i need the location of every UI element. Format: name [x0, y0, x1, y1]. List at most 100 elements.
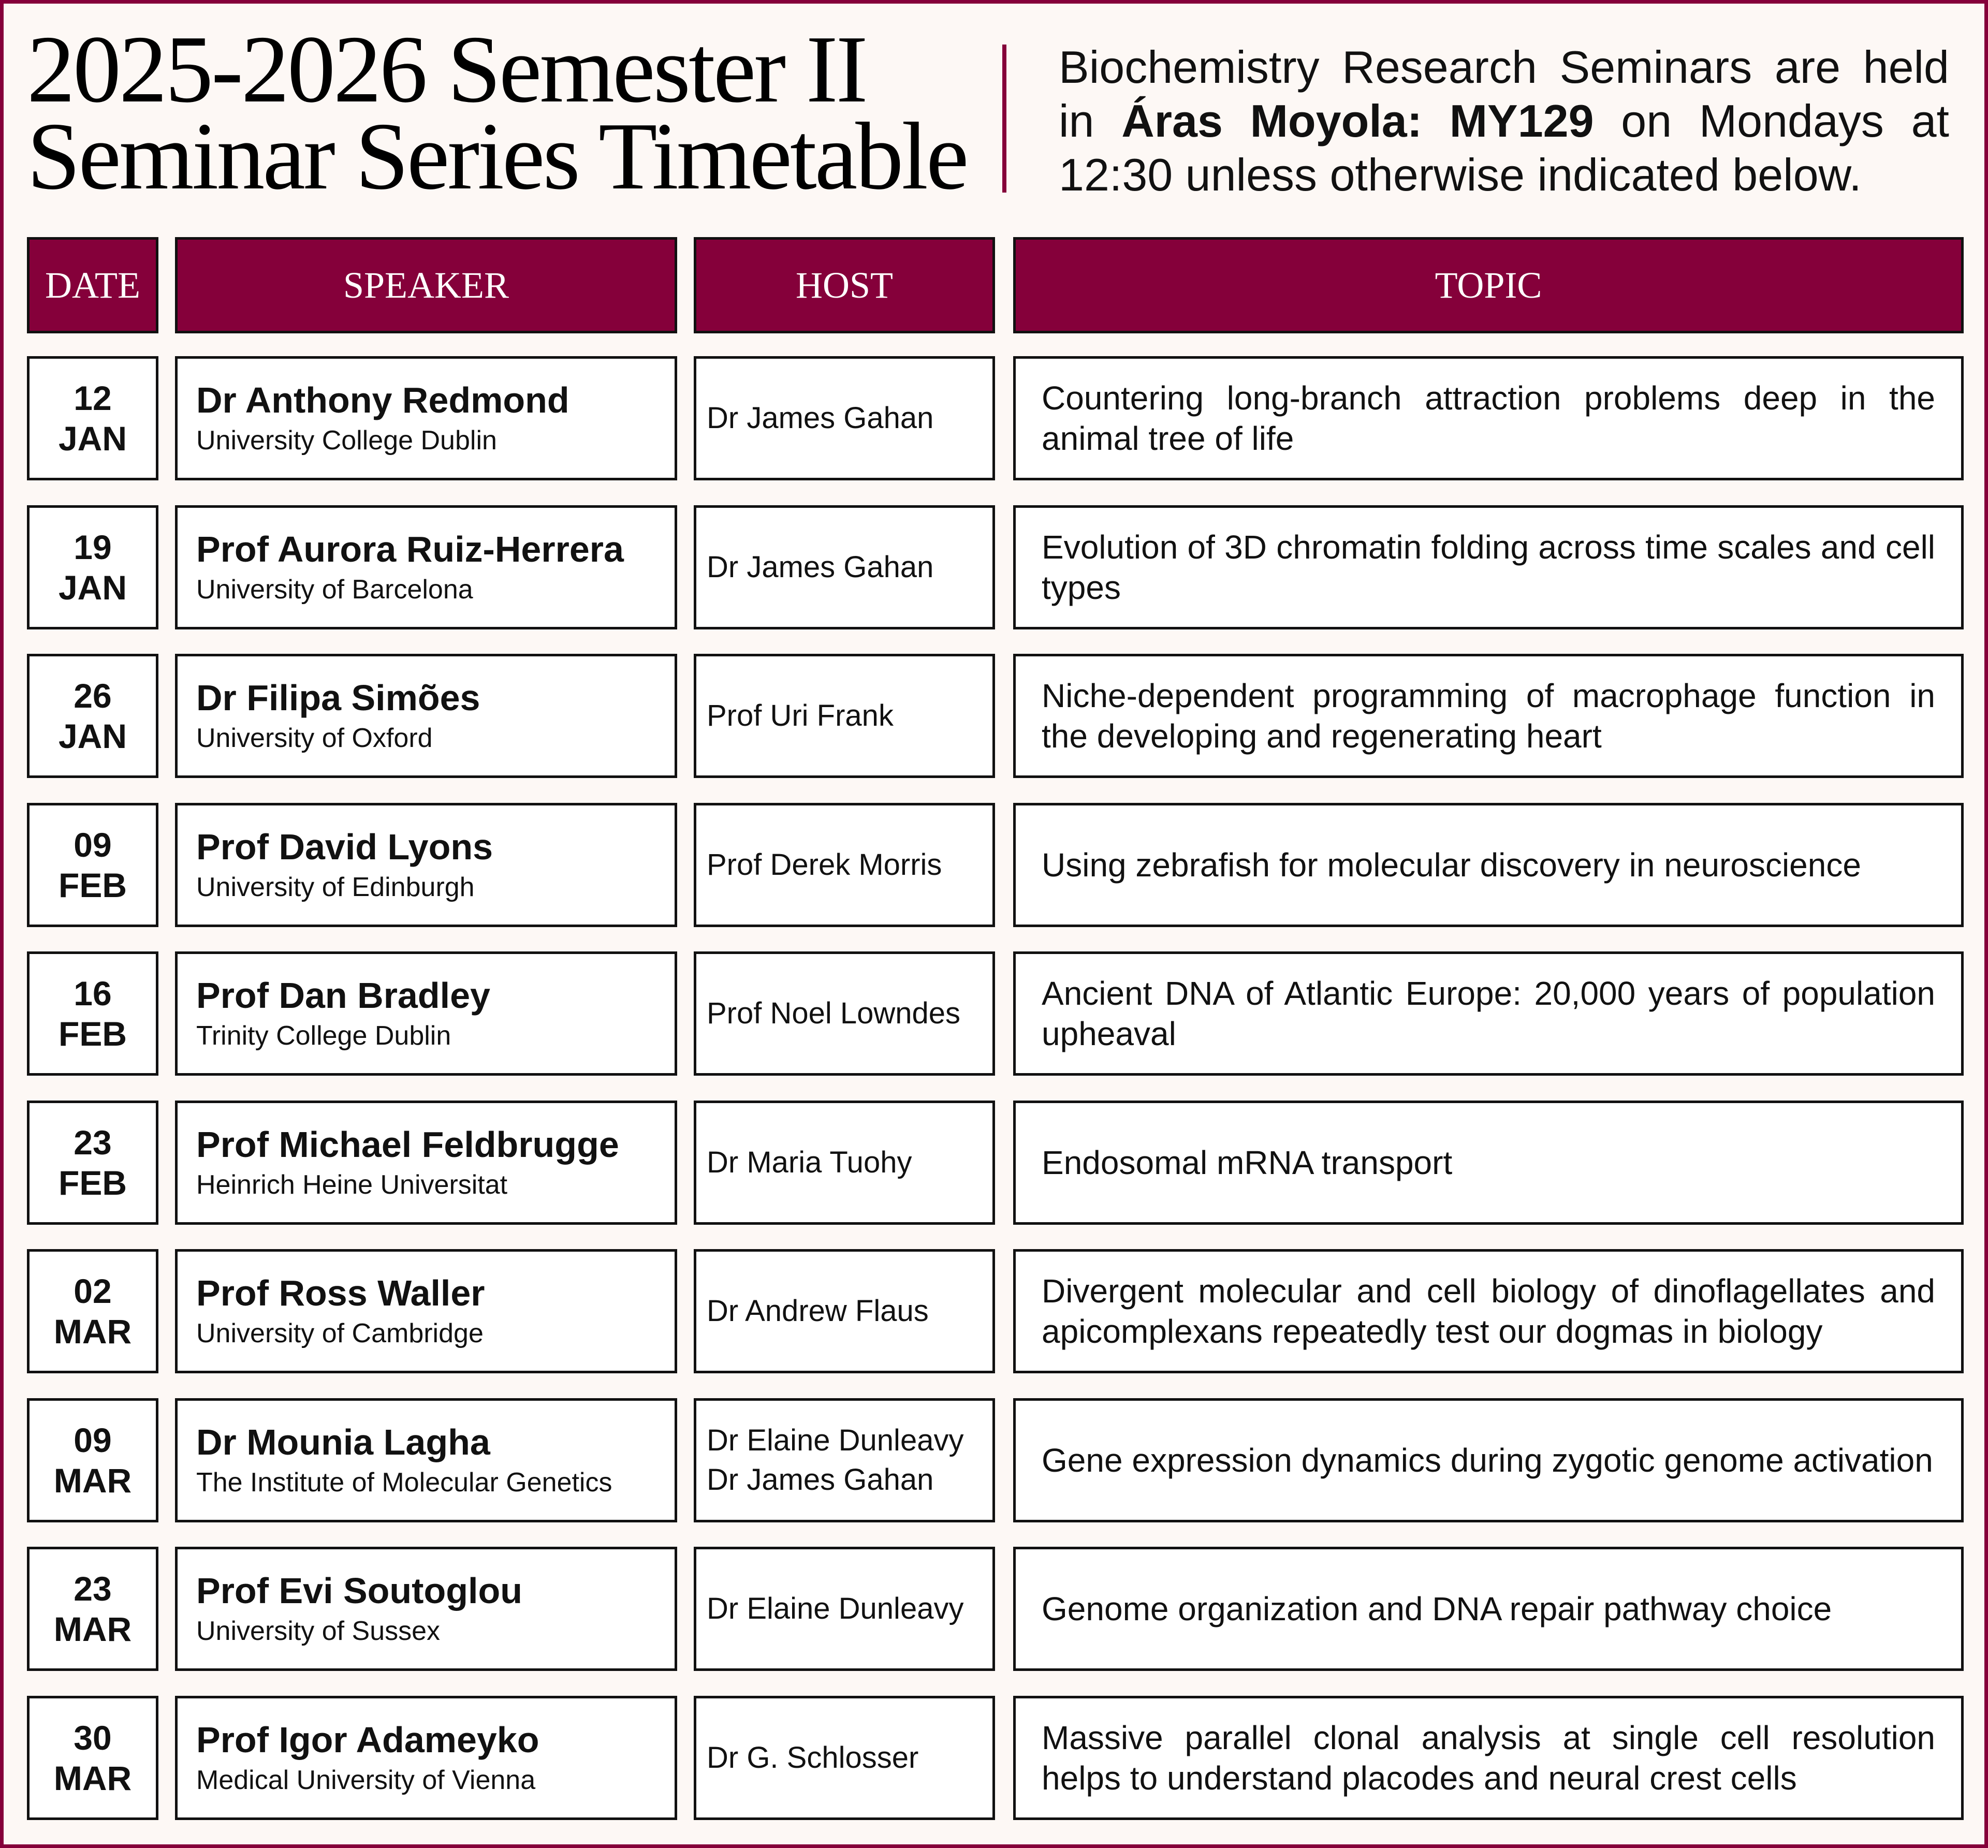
speaker-cell: Prof Aurora Ruiz-Herrera University of B…	[175, 505, 677, 629]
date-month: JAN	[58, 419, 127, 458]
topic-cell: Endosomal mRNA transport	[1013, 1100, 1964, 1225]
host-name: Dr James Gahan	[707, 401, 934, 435]
page-title: 2025-2026 Semester II Seminar Series Tim…	[27, 21, 969, 210]
column-header-host: HOST	[694, 237, 995, 333]
speaker-name: Prof Dan Bradley	[196, 975, 490, 1016]
speaker-name: Prof Evi Soutoglou	[196, 1571, 522, 1611]
topic-cell: Countering long-branch attraction proble…	[1013, 356, 1964, 480]
host-cell: Dr Elaine Dunleavy	[694, 1547, 995, 1671]
host-name: Dr Andrew Flaus	[707, 1294, 929, 1328]
topic-text: Using zebrafish for molecular discovery …	[1042, 846, 1861, 884]
speaker-cell: Prof David Lyons University of Edinburgh	[175, 802, 677, 927]
date-day: 16	[74, 974, 112, 1013]
topic-text: Massive parallel clonal analysis at sing…	[1042, 1719, 1935, 1797]
host-cell: Dr Elaine Dunleavy Dr James Gahan	[694, 1398, 995, 1522]
date-day: 23	[74, 1570, 112, 1608]
topic-cell: Ancient DNA of Atlantic Europe: 20,000 y…	[1013, 951, 1964, 1076]
topic-text: Endosomal mRNA transport	[1042, 1143, 1453, 1181]
host-name: Dr James Gahan	[707, 1462, 934, 1497]
speaker-name: Prof Aurora Ruiz-Herrera	[196, 529, 624, 569]
header-divider	[1002, 45, 1006, 193]
speaker-cell: Prof Evi Soutoglou University of Sussex	[175, 1547, 677, 1671]
topic-text: Genome organization and DNA repair pathw…	[1042, 1590, 1832, 1627]
speaker-name: Prof David Lyons	[196, 826, 493, 867]
topic-cell: Massive parallel clonal analysis at sing…	[1013, 1695, 1964, 1820]
date-month: JAN	[58, 717, 127, 755]
intro-prefix: Biochemistry Research Seminars are held …	[1059, 41, 1949, 146]
host-name: Dr G. Schlosser	[707, 1740, 919, 1774]
host-cell: Prof Uri Frank	[694, 654, 995, 778]
speaker-cell: Prof Igor Adameyko Medical University of…	[175, 1695, 677, 1820]
speaker-cell: Prof Michael Feldbrugge Heinrich Heine U…	[175, 1100, 677, 1225]
speaker-name: Prof Igor Adameyko	[196, 1719, 539, 1760]
date-month: MAR	[53, 1461, 132, 1500]
speaker-cell: Dr Mounia Lagha The Institute of Molecul…	[175, 1398, 677, 1522]
host-name: Dr Maria Tuohy	[707, 1145, 912, 1179]
host-name: Dr Elaine Dunleavy	[707, 1423, 964, 1457]
date-day: 09	[74, 1420, 112, 1459]
date-day: 12	[74, 379, 112, 417]
speaker-affiliation: Medical University of Vienna	[196, 1765, 536, 1795]
speaker-name: Prof Michael Feldbrugge	[196, 1124, 619, 1165]
date-month: FEB	[59, 866, 127, 904]
intro-location: Áras Moyola: MY129	[1121, 95, 1594, 146]
topic-cell: Divergent molecular and cell biology of …	[1013, 1249, 1964, 1373]
date-cell: 30 MAR	[27, 1695, 158, 1820]
date-cell: 12 JAN	[27, 356, 158, 480]
date-day: 26	[74, 677, 112, 715]
speaker-affiliation: University of Sussex	[196, 1616, 441, 1646]
speaker-name: Dr Mounia Lagha	[196, 1421, 490, 1462]
speaker-cell: Prof Ross Waller University of Cambridge	[175, 1249, 677, 1373]
speaker-name: Prof Ross Waller	[196, 1273, 485, 1313]
host-cell: Dr James Gahan	[694, 356, 995, 480]
date-cell: 16 FEB	[27, 951, 158, 1076]
topic-cell: Using zebrafish for molecular discovery …	[1013, 802, 1964, 927]
topic-cell: Niche-dependent programming of macrophag…	[1013, 654, 1964, 778]
topic-cell: Genome organization and DNA repair pathw…	[1013, 1547, 1964, 1671]
topic-cell: Evolution of 3D chromatin folding across…	[1013, 505, 1964, 629]
host-name: Prof Derek Morris	[707, 847, 942, 882]
host-cell: Dr Andrew Flaus	[694, 1249, 995, 1373]
column-header-topic: TOPIC	[1013, 237, 1964, 333]
date-month: JAN	[58, 568, 127, 607]
speaker-affiliation: University of Cambridge	[196, 1318, 484, 1348]
speaker-affiliation: University of Edinburgh	[196, 872, 475, 902]
date-day: 23	[74, 1123, 112, 1162]
column-header-speaker: SPEAKER	[175, 237, 677, 333]
date-day: 09	[74, 825, 112, 864]
host-cell: Dr G. Schlosser	[694, 1695, 995, 1820]
date-cell: 02 MAR	[27, 1249, 158, 1373]
intro-text: Biochemistry Research Seminars are held …	[1059, 40, 1949, 202]
date-day: 19	[74, 527, 112, 566]
date-day: 30	[74, 1718, 112, 1757]
date-month: FEB	[59, 1163, 127, 1202]
speaker-name: Dr Anthony Redmond	[196, 380, 569, 420]
date-cell: 09 MAR	[27, 1398, 158, 1522]
speaker-affiliation: University of Oxford	[196, 723, 433, 753]
host-name: Prof Uri Frank	[707, 699, 894, 732]
host-name: Prof Noel Lowndes	[707, 996, 961, 1030]
date-cell: 23 FEB	[27, 1100, 158, 1225]
date-month: MAR	[53, 1758, 132, 1797]
speaker-affiliation: Trinity College Dublin	[196, 1021, 451, 1051]
column-header-date: DATE	[27, 237, 158, 333]
speaker-cell: Dr Anthony Redmond University College Du…	[175, 356, 677, 480]
speaker-affiliation: Heinrich Heine Universitat	[196, 1169, 508, 1200]
host-name: Dr Elaine Dunleavy	[707, 1592, 964, 1625]
topic-text: Countering long-branch attraction proble…	[1042, 379, 1935, 457]
title-line-2: Seminar Series Timetable	[27, 103, 969, 210]
speaker-affiliation: The Institute of Molecular Genetics	[196, 1467, 612, 1498]
topic-text: Gene expression dynamics during zygotic …	[1042, 1441, 1933, 1479]
topic-text: Ancient DNA of Atlantic Europe: 20,000 y…	[1042, 975, 1935, 1052]
host-cell: Dr James Gahan	[694, 505, 995, 629]
host-cell: Prof Noel Lowndes	[694, 951, 995, 1076]
speaker-cell: Prof Dan Bradley Trinity College Dublin	[175, 951, 677, 1076]
date-cell: 23 MAR	[27, 1547, 158, 1671]
intro-suffix: on Mondays at 12:30 unless otherwise ind…	[1059, 95, 1950, 200]
topic-text: Divergent molecular and cell biology of …	[1042, 1272, 1935, 1350]
topic-text: Evolution of 3D chromatin folding across…	[1042, 528, 1935, 606]
date-cell: 19 JAN	[27, 505, 158, 629]
date-day: 02	[74, 1272, 112, 1310]
host-cell: Prof Derek Morris	[694, 802, 995, 927]
